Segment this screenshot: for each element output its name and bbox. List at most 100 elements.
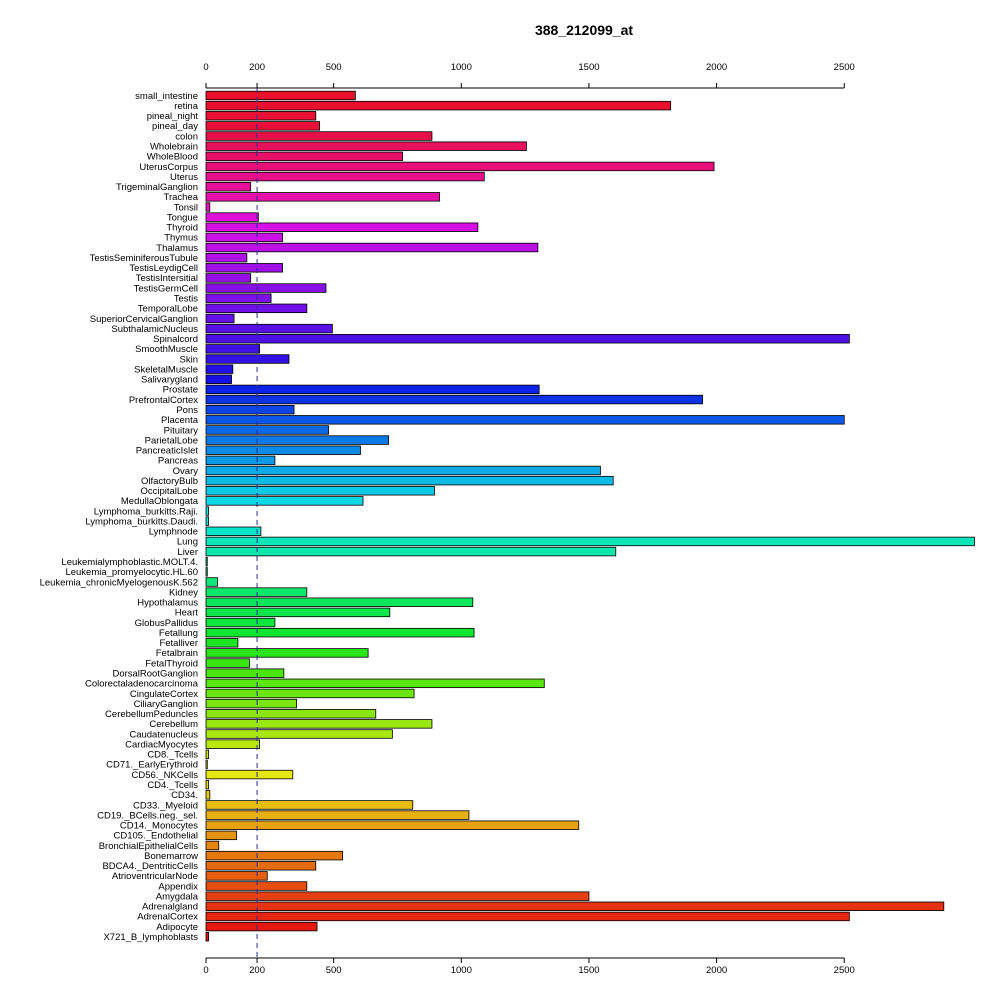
category-label: Pituitary bbox=[164, 425, 199, 436]
bar-62 bbox=[205, 719, 433, 729]
bar-50 bbox=[205, 597, 474, 607]
category-label: TestisSeminiferousTubule bbox=[90, 253, 198, 264]
bar-21 bbox=[205, 303, 308, 314]
category-label: Leukemia_promyelocytic.HL.60 bbox=[65, 567, 198, 578]
category-label: retina bbox=[174, 101, 198, 112]
bar-59 bbox=[205, 688, 415, 699]
bar-57 bbox=[205, 668, 285, 678]
bar-27 bbox=[205, 364, 234, 374]
bar-33 bbox=[205, 425, 329, 435]
category-label: small_intestine bbox=[135, 91, 198, 102]
category-label: Adrenalgland bbox=[142, 902, 198, 913]
category-label: X721_B_lymphoblasts bbox=[103, 932, 198, 943]
category-label: Appendix bbox=[158, 881, 198, 892]
category-label: CD4._Tcells bbox=[147, 780, 198, 791]
category-label: CardiacMyocytes bbox=[125, 739, 198, 750]
category-label: Hypothalamus bbox=[137, 598, 198, 609]
tick-label: 2500 bbox=[834, 965, 855, 976]
category-label: Lymphnode bbox=[149, 527, 198, 538]
bar-43 bbox=[205, 526, 262, 537]
category-label: PrefrontalCortex bbox=[129, 395, 198, 406]
tick-label: 0 bbox=[203, 965, 208, 976]
bar-47 bbox=[205, 567, 208, 577]
category-label: Fetalliver bbox=[159, 638, 198, 649]
category-label: AdrenalCortex bbox=[137, 912, 198, 923]
tick-label: 1000 bbox=[451, 62, 472, 73]
bar-6 bbox=[205, 151, 403, 162]
bar-7 bbox=[205, 161, 715, 172]
bar-3 bbox=[205, 121, 321, 131]
category-label: Cerebellum bbox=[149, 719, 198, 730]
bar-66 bbox=[205, 759, 208, 770]
tick-label: 2500 bbox=[834, 62, 855, 73]
category-label: Uterus bbox=[170, 172, 198, 183]
category-label: Lymphoma_burkitts.Raji. bbox=[94, 506, 198, 517]
category-label: Thalamus bbox=[156, 243, 198, 254]
category-labels-group: small_intestineretinapineal_nightpineal_… bbox=[40, 91, 199, 943]
bar-82 bbox=[205, 921, 318, 932]
category-label: OlfactoryBulb bbox=[141, 476, 198, 487]
bar-68 bbox=[205, 779, 209, 790]
tick-label: 1500 bbox=[578, 62, 599, 73]
category-label: CD56._NKCells bbox=[131, 770, 198, 781]
category-label: Trachea bbox=[164, 192, 199, 203]
category-label: Thyroid bbox=[166, 223, 198, 234]
bar-4 bbox=[205, 131, 433, 141]
category-label: CingulateCortex bbox=[130, 689, 198, 700]
category-label: SubthalamicNucleus bbox=[111, 324, 198, 335]
category-label: SuperiorCervicalGanglion bbox=[90, 314, 198, 325]
bar-76 bbox=[205, 861, 317, 871]
category-label: TemporalLobe bbox=[138, 304, 198, 315]
category-label: ParietalLobe bbox=[145, 435, 198, 446]
bar-20 bbox=[205, 293, 272, 303]
category-label: pineal_day bbox=[152, 121, 198, 132]
tick-label: 1500 bbox=[578, 965, 599, 976]
bar-70 bbox=[205, 800, 414, 810]
category-label: Thymus bbox=[164, 233, 198, 244]
bar-60 bbox=[205, 698, 298, 709]
category-label: Tongue bbox=[167, 212, 198, 223]
category-label: CD34. bbox=[171, 790, 198, 801]
category-label: Fetalbrain bbox=[156, 648, 198, 659]
bar-38 bbox=[205, 475, 614, 486]
bar-48 bbox=[205, 577, 218, 587]
category-label: Ovary bbox=[173, 466, 199, 477]
category-label: DorsalRootGanglion bbox=[112, 668, 198, 679]
bar-14 bbox=[205, 232, 283, 243]
category-label: Pancreas bbox=[158, 456, 198, 467]
bar-18 bbox=[205, 273, 252, 283]
bar-39 bbox=[205, 486, 435, 496]
bar-25 bbox=[205, 344, 261, 354]
bar-63 bbox=[205, 729, 393, 739]
category-label: CiliaryGanglion bbox=[134, 699, 198, 710]
bar-29 bbox=[205, 384, 540, 395]
bar-40 bbox=[205, 496, 364, 506]
category-label: BDCA4._DentriticCells bbox=[102, 861, 198, 872]
category-label: pineal_night bbox=[147, 111, 199, 122]
bar-81 bbox=[205, 911, 850, 922]
category-label: Lymphoma_burkitts.Daudi. bbox=[85, 516, 198, 527]
bar-15 bbox=[205, 242, 539, 253]
bar-12 bbox=[205, 212, 259, 222]
bar-23 bbox=[205, 323, 333, 334]
category-label: TestisIntersitial bbox=[136, 273, 198, 284]
bar-79 bbox=[205, 891, 590, 901]
category-label: CD19._BCells.neg._sel. bbox=[97, 810, 198, 821]
bar-55 bbox=[205, 648, 369, 658]
tick-label: 200 bbox=[249, 62, 265, 73]
category-label: CD33._Myeloid bbox=[133, 800, 198, 811]
category-label: Skin bbox=[180, 354, 198, 365]
tick-label: 200 bbox=[249, 965, 265, 976]
chart-title: 388_212099_at bbox=[535, 22, 633, 38]
category-label: PancreaticIslet bbox=[136, 446, 199, 457]
category-label: GlobusPallidus bbox=[135, 618, 199, 629]
category-label: Spinalcord bbox=[153, 334, 198, 345]
category-label: Leukemia_chronicMyelogenousK.562 bbox=[40, 577, 198, 588]
bar-61 bbox=[205, 709, 377, 719]
category-label: Bonemarrow bbox=[144, 851, 198, 862]
category-label: Caudatenucleus bbox=[129, 729, 198, 740]
bar-56 bbox=[205, 658, 250, 668]
bar-35 bbox=[205, 445, 361, 455]
bar-73 bbox=[205, 830, 238, 841]
